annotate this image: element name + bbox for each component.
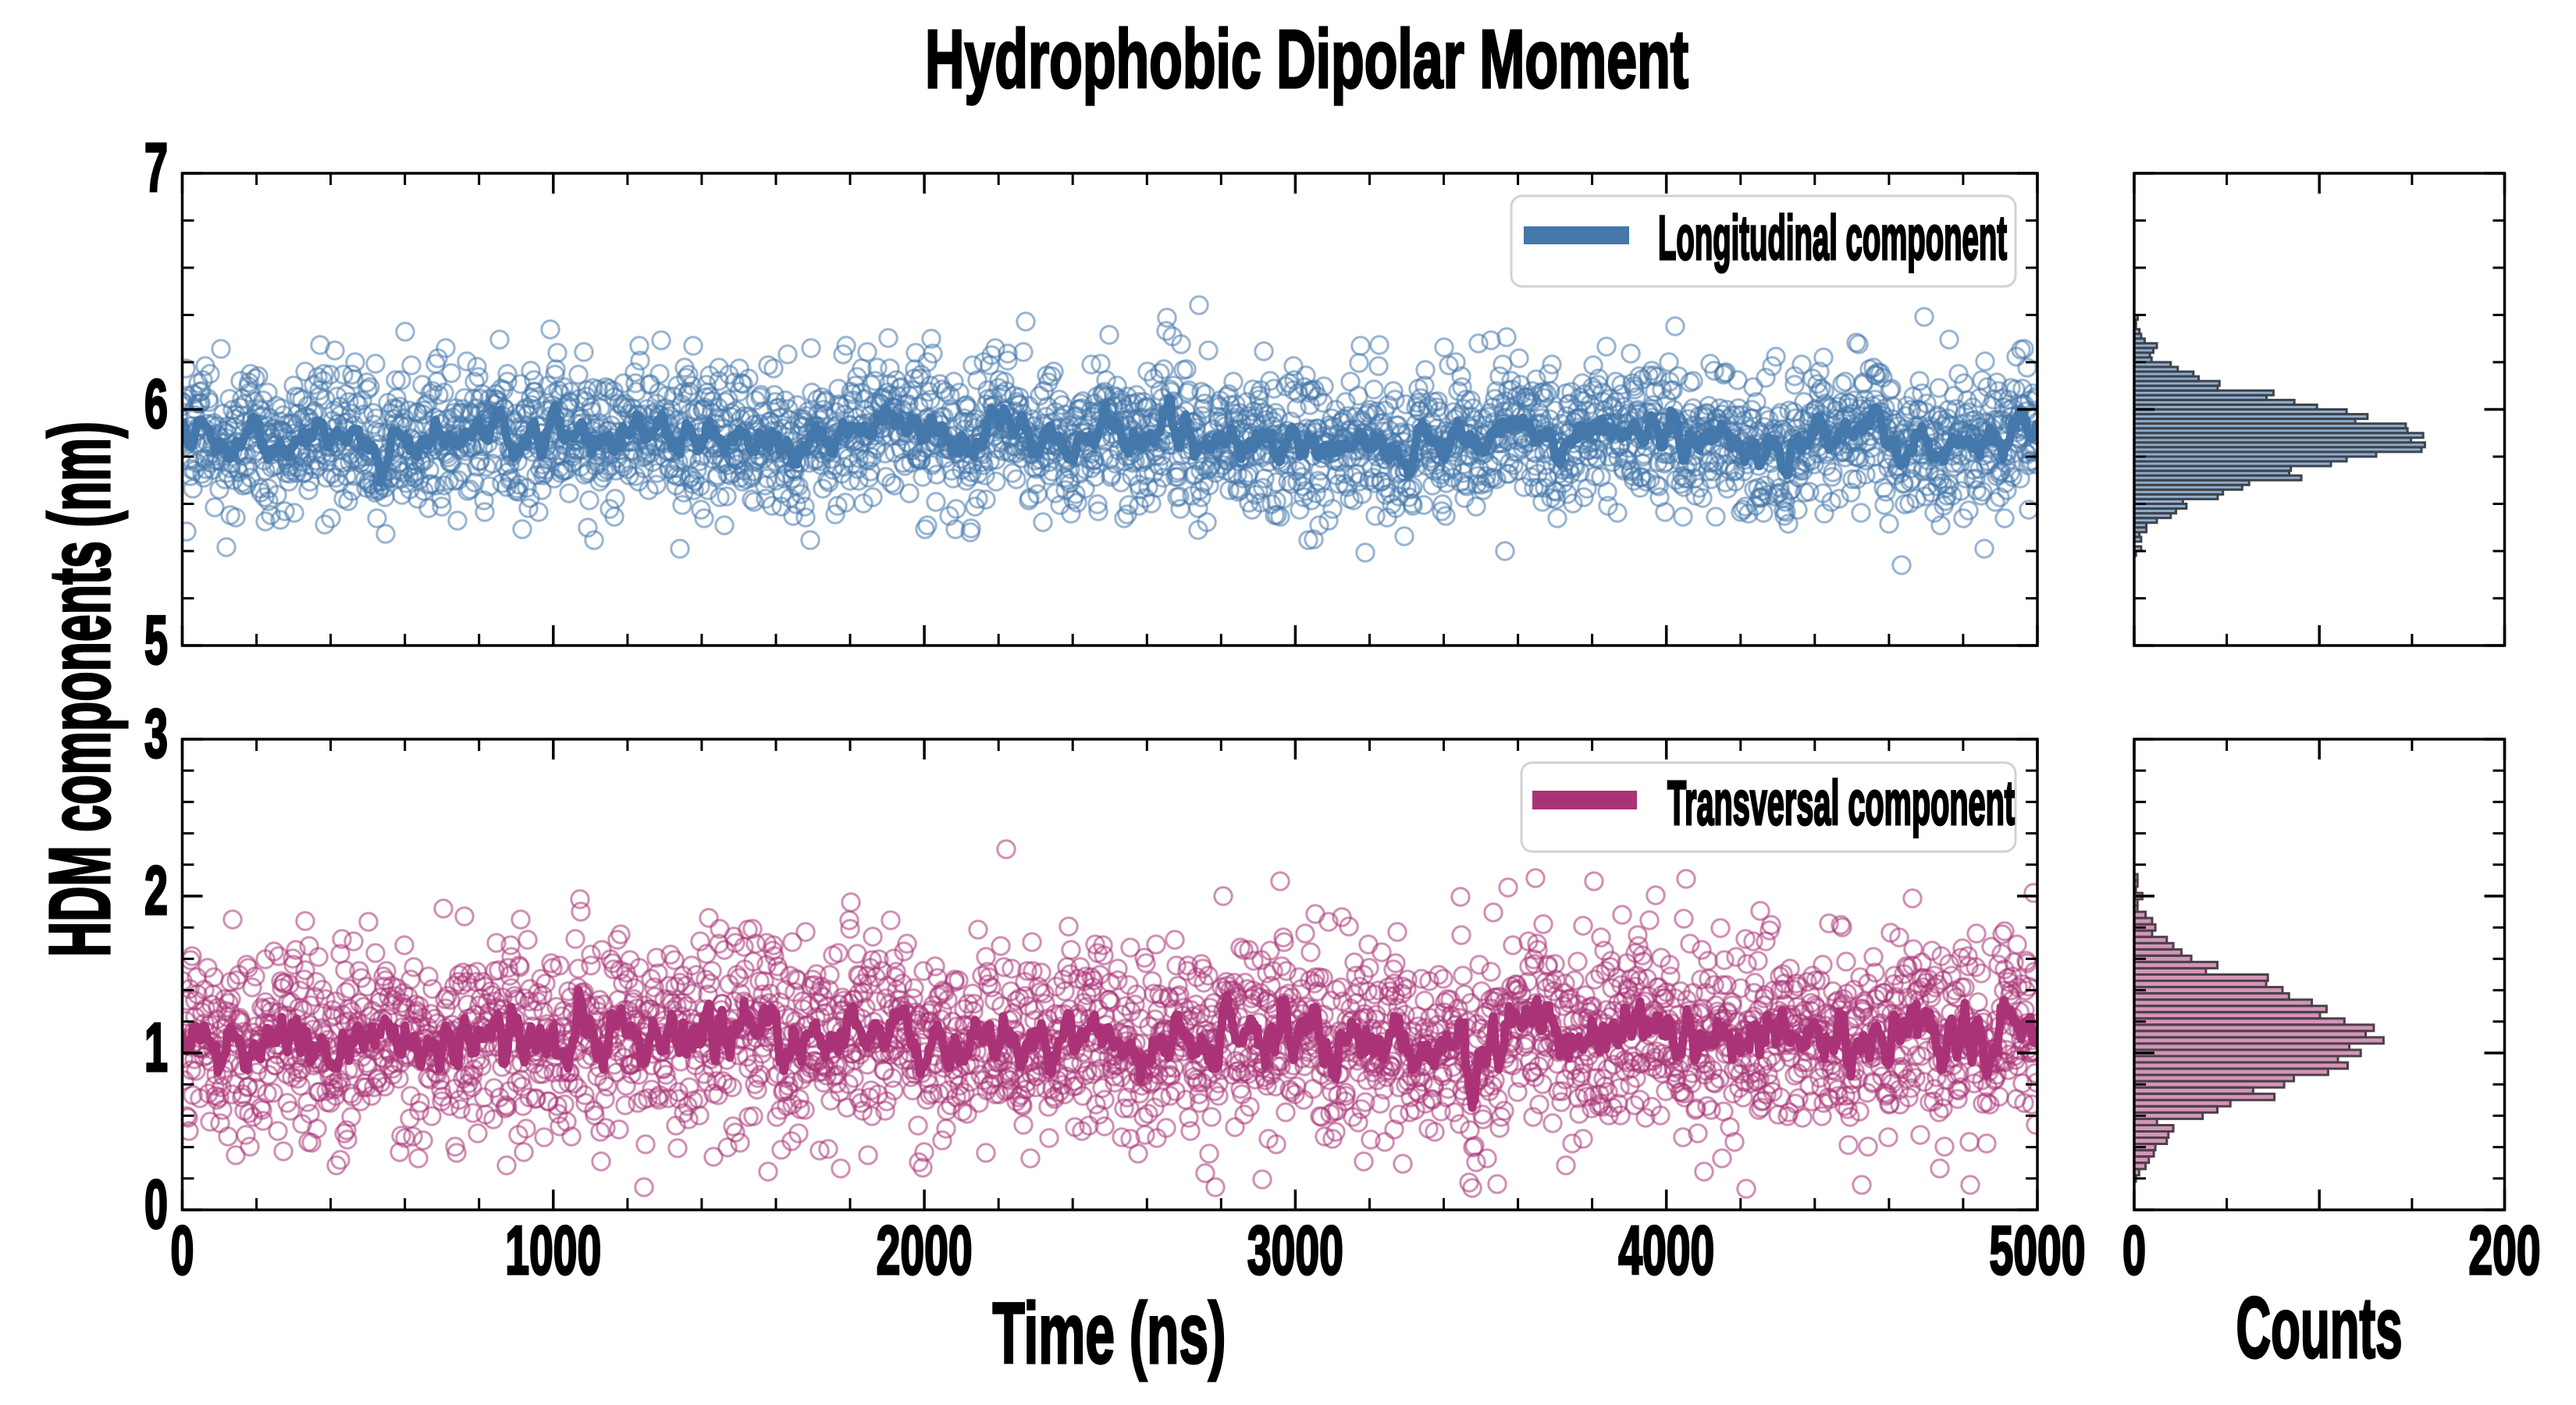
svg-text:1: 1 <box>144 1008 168 1086</box>
svg-text:2000: 2000 <box>877 1211 973 1289</box>
svg-text:5: 5 <box>144 601 168 678</box>
svg-text:0: 0 <box>2122 1211 2146 1289</box>
svg-text:0: 0 <box>171 1211 194 1289</box>
svg-text:Longitudinal component: Longitudinal component <box>1658 203 2007 272</box>
svg-text:200: 200 <box>2469 1211 2541 1289</box>
svg-text:Time (ns): Time (ns) <box>993 1286 1226 1382</box>
svg-text:7: 7 <box>144 129 168 206</box>
svg-text:Transversal component: Transversal component <box>1667 768 2015 838</box>
svg-text:0: 0 <box>144 1165 168 1243</box>
svg-text:Counts: Counts <box>2236 1280 2403 1376</box>
svg-text:Hydrophobic Dipolar Moment: Hydrophobic Dipolar Moment <box>925 13 1688 105</box>
svg-text:2: 2 <box>144 852 168 929</box>
svg-text:4000: 4000 <box>1618 1211 1714 1289</box>
svg-text:HDM components (nm): HDM components (nm) <box>32 422 128 957</box>
svg-text:3: 3 <box>144 695 168 772</box>
svg-text:3000: 3000 <box>1247 1211 1343 1289</box>
svg-text:1000: 1000 <box>505 1211 601 1289</box>
svg-text:6: 6 <box>144 365 168 443</box>
svg-text:5000: 5000 <box>1990 1211 2086 1289</box>
